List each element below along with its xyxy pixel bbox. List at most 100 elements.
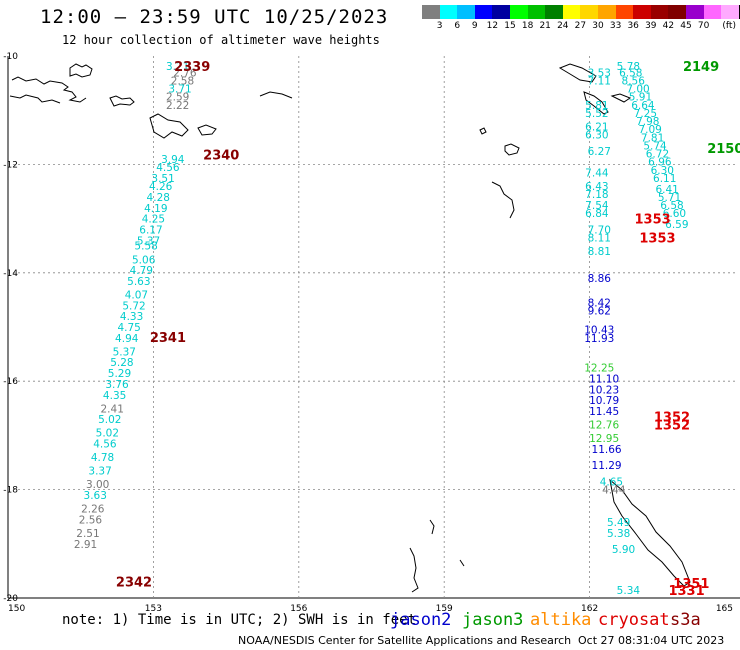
wave-height-value: 8.56 bbox=[622, 75, 646, 87]
footnote: note: 1) Time is in UTC; 2) SWH is in fe… bbox=[62, 612, 417, 628]
wave-height-value: 6.30 bbox=[585, 130, 608, 142]
wave-height-value: 5.90 bbox=[612, 544, 635, 556]
x-tick-label: 156 bbox=[290, 604, 307, 614]
wave-height-value: 5.63 bbox=[127, 276, 150, 288]
colorbar-swatch bbox=[597, 5, 616, 19]
colorbar-swatch bbox=[474, 5, 493, 19]
wave-height-value: 5.71 bbox=[658, 192, 681, 204]
wave-height-value: 4.78 bbox=[91, 452, 114, 464]
satellite-legend-jason2: jason2 bbox=[390, 610, 452, 630]
gridlines bbox=[8, 56, 735, 598]
wave-height-value: 4.79 bbox=[130, 265, 153, 277]
colorbar-swatch bbox=[562, 5, 581, 19]
wave-height-value: 6.60 bbox=[663, 208, 686, 220]
pass-label: 1353 bbox=[639, 232, 675, 247]
wave-height-value: 3.53 bbox=[588, 67, 611, 79]
colorbar-label: 42 bbox=[662, 21, 675, 31]
wave-height-value: 5.34 bbox=[617, 585, 641, 597]
colorbar-swatch bbox=[721, 5, 739, 19]
wave-height-value: 5.29 bbox=[108, 368, 131, 380]
satellite-legend-s3a: s3a bbox=[670, 610, 701, 630]
wave-height-value: 2.41 bbox=[101, 403, 124, 415]
wave-height-value: 6.58 bbox=[660, 200, 683, 212]
wave-height-value: 6.96 bbox=[648, 157, 672, 169]
wave-height-value: 3.00 bbox=[86, 479, 109, 491]
wave-height-value: 5.78 bbox=[617, 61, 640, 73]
wave-height-value: 7.98 bbox=[636, 116, 659, 128]
wave-height-value: 6.43 bbox=[585, 181, 608, 193]
wave-height-value: 7.70 bbox=[588, 224, 611, 236]
x-tick-label: 153 bbox=[145, 604, 162, 614]
colorbar-swatch bbox=[492, 5, 510, 19]
wave-height-value: 2.26 bbox=[81, 504, 105, 516]
colorbar-label: 39 bbox=[645, 21, 657, 31]
coastline-louisiade-3 bbox=[259, 91, 293, 99]
wave-height-value: 4.56 bbox=[156, 162, 180, 174]
wave-height-value: 12.25 bbox=[584, 363, 614, 375]
colorbar-label: 30 bbox=[592, 21, 604, 31]
wave-height-value: 11.93 bbox=[584, 333, 614, 345]
x-tick-label: 150 bbox=[8, 604, 25, 614]
wave-height-value: 5.72 bbox=[122, 300, 145, 312]
pass-label: 2150 bbox=[707, 142, 740, 157]
coastline-reef-east bbox=[459, 559, 465, 567]
wave-height-value: 5.38 bbox=[607, 528, 630, 540]
colorbar-label: 45 bbox=[680, 21, 692, 31]
satellite-legend-jason3: jason3 bbox=[462, 610, 524, 630]
colorbar-swatch bbox=[668, 5, 686, 19]
colorbar-swatch bbox=[545, 5, 563, 19]
pass-label: 2339 bbox=[174, 60, 210, 75]
wave-height-value: 8.81 bbox=[588, 246, 611, 258]
pass-label: 2341 bbox=[150, 331, 186, 346]
wave-height-value: 5.58 bbox=[134, 241, 157, 253]
y-tick-label: -10 bbox=[3, 52, 18, 62]
wave-height-value: 6.64 bbox=[631, 100, 655, 112]
pass-label: 2149 bbox=[683, 60, 719, 75]
wave-height-value: 6.59 bbox=[665, 219, 688, 231]
wave-height-value: 5.37 bbox=[137, 235, 160, 247]
colorbar-label: 6 bbox=[454, 21, 461, 31]
wave-height-value: 4.28 bbox=[147, 192, 170, 204]
wave-height-value: 4.33 bbox=[120, 311, 143, 323]
pass-label: 1351 bbox=[673, 577, 709, 592]
colorbar-label: (ft) bbox=[722, 21, 736, 31]
colorbar-swatch bbox=[703, 5, 722, 19]
wave-height-value: 5.49 bbox=[607, 517, 630, 529]
generation-timestamp: Oct 27 08:31:04 UTC 2023 bbox=[578, 634, 725, 647]
wave-height-value: 4.56 bbox=[93, 439, 117, 451]
wave-height-value: 7.54 bbox=[585, 200, 609, 212]
colorbar-swatch bbox=[527, 5, 546, 19]
wave-height-value: 4.44 bbox=[602, 485, 626, 497]
wave-height-value: 11.29 bbox=[592, 460, 622, 472]
wave-height-value: 8.11 bbox=[588, 233, 611, 245]
map-title: 12:00 – 23:59 UTC 10/25/2023 bbox=[40, 6, 389, 28]
coastline-new-caledonia bbox=[609, 478, 691, 587]
x-tick-label: 162 bbox=[581, 604, 598, 614]
x-tick-label: 159 bbox=[436, 604, 453, 614]
wave-height-value: 2.51 bbox=[76, 528, 99, 540]
wave-height-value: 3.51 bbox=[151, 173, 174, 185]
map-subtitle: 12 hour collection of altimeter wave hei… bbox=[62, 33, 380, 47]
colorbar-label: 3 bbox=[436, 21, 443, 31]
wave-height-value: 5.02 bbox=[96, 428, 119, 440]
wave-height-value: 6.41 bbox=[655, 184, 678, 196]
pass-label: 2340 bbox=[203, 149, 239, 164]
y-tick-label: -16 bbox=[3, 377, 18, 387]
colorbar-swatch bbox=[615, 5, 634, 19]
pass-label: 1353 bbox=[635, 213, 671, 228]
wave-height-value: 5.06 bbox=[132, 254, 156, 266]
wave-height-value: 8.86 bbox=[588, 273, 612, 285]
satellite-legend-cryosat: cryosat bbox=[598, 610, 670, 630]
wave-height-value: 12.95 bbox=[589, 433, 619, 445]
colorbar-labels: 3 6 9 12 15 18 21 24 27 30 33 36 39 42 45 70 (ft) bbox=[422, 21, 740, 33]
wave-height-value: 3.21 bbox=[166, 61, 189, 73]
pass-label: 1352 bbox=[654, 419, 690, 434]
wave-height-value: 3.76 bbox=[105, 379, 129, 391]
wave-height-value: 3.37 bbox=[88, 466, 111, 478]
satellite-legend-altika: altika bbox=[530, 610, 592, 630]
wave-height-value: 7.09 bbox=[638, 124, 661, 136]
y-tick-label: -14 bbox=[3, 269, 18, 279]
wave-height-value: 3.71 bbox=[168, 84, 191, 96]
wave-height-value: 11.10 bbox=[589, 373, 619, 385]
